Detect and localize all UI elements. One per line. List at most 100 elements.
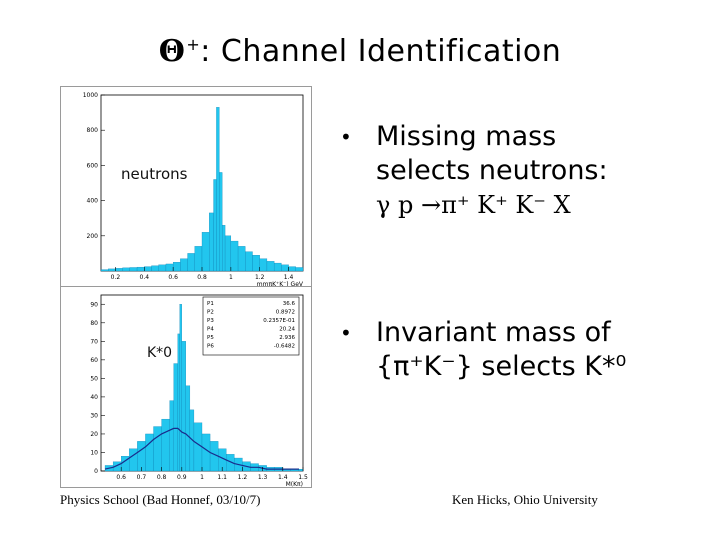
histogram-bar — [165, 263, 174, 272]
histogram-bar — [219, 172, 223, 272]
fit-param-name: P1 — [207, 301, 214, 307]
histogram-bar — [153, 426, 162, 472]
y-tick-label: 400 — [87, 198, 99, 205]
histogram-bar — [298, 468, 304, 472]
fit-param-name: P5 — [207, 335, 214, 341]
bullet1-line2: selects neutrons: — [376, 155, 608, 186]
neutron-missing-mass-histogram: 200 400 600 800 1000 0.2 0.4 0.6 0.8 1 1.2 1.4 mmπK⁺… — [60, 86, 312, 288]
fit-param-value: 0.8972 — [276, 310, 295, 316]
histogram-bar — [161, 418, 170, 472]
x-tick-label: 1.4 — [278, 474, 288, 481]
y-tick-label: 70 — [90, 338, 98, 345]
histogram-bar — [177, 333, 180, 472]
x-tick-label: 0.6 — [168, 274, 178, 281]
x-tick-label: 0.8 — [197, 274, 207, 281]
histogram-bar — [216, 107, 220, 272]
title-symbol: Θ — [158, 34, 186, 69]
y-tick-label: 80 — [90, 320, 98, 327]
neutron-histogram-plot: 200 400 600 800 1000 0.2 0.4 0.6 0.8 1 1.2 1.4mmπK⁺… — [83, 92, 304, 288]
fit-param-value: 0.2357E-01 — [263, 318, 295, 324]
histogram-bar — [201, 232, 210, 272]
histogram-bar — [295, 267, 304, 272]
histogram-bar — [180, 258, 188, 272]
title-superscript: + — [186, 35, 201, 54]
y-tick-label: 40 — [90, 394, 98, 401]
x-tick-label: 0.8 — [157, 474, 167, 481]
footer-left: Physics School (Bad Honnef, 03/10/7) — [60, 492, 261, 507]
histogram-bar — [194, 246, 203, 272]
histogram-bar — [259, 258, 268, 272]
histogram-bar — [136, 266, 145, 272]
y-tick-label: 200 — [87, 233, 99, 240]
y-tick-label: 600 — [87, 162, 99, 169]
histogram-bar — [179, 304, 182, 472]
y-tick-label: 50 — [90, 375, 98, 382]
histogram-bar — [213, 179, 217, 272]
title-text: : Channel Identification — [200, 34, 562, 69]
slide-title: Θ+: Channel Identification — [0, 34, 720, 69]
bullet1-line1: Missing mass — [376, 121, 557, 152]
y-tick-label: 90 — [90, 301, 98, 308]
fit-param-value: 36.6 — [283, 301, 296, 307]
fit-stats-box — [202, 296, 300, 356]
fit-param-value: 20.24 — [279, 327, 295, 333]
bullet2-line1: Invariant mass of — [376, 317, 611, 348]
fit-param-value: 2.936 — [279, 335, 295, 341]
kstar-histogram-plot: 0 10 20 30 40 50 60 70 80 90 0.6 0.7 0.8 0.9 1 1.1 1.2 1.… — [90, 294, 308, 488]
fit-curve — [104, 427, 299, 470]
bullet2-line2: {π⁺K⁻} selects K*⁰ — [376, 351, 627, 382]
histogram-bar — [273, 262, 282, 272]
histogram-bar — [224, 235, 232, 272]
bullet-invariant-mass: • Invariant mass of {π⁺K⁻} selects K*⁰ — [340, 316, 710, 384]
fit-param-name: P3 — [207, 318, 214, 324]
x-tick-label: 0.9 — [177, 474, 187, 481]
histogram-bar — [137, 441, 146, 472]
y-tick-label: 60 — [90, 357, 98, 364]
x-tick-label: 1.1 — [217, 474, 227, 481]
histogram-bar — [145, 433, 154, 472]
x-tick-label: 1 — [200, 474, 204, 481]
fit-param-name: P2 — [207, 310, 214, 316]
histogram-bar — [266, 261, 275, 272]
x-tick-label: 1.2 — [255, 274, 265, 281]
histogram-bar — [245, 251, 253, 272]
histogram-bar — [129, 267, 138, 272]
histogram-bar — [169, 400, 174, 472]
footer-right: Ken Hicks, Ohio University — [452, 492, 598, 507]
histogram-bar — [172, 262, 181, 272]
x-tick-label: 0.7 — [137, 474, 147, 481]
histogram-bar — [230, 240, 239, 272]
bullet-missing-mass: • Missing mass selects neutrons: γ p →π⁺… — [340, 120, 710, 222]
bullet-dot-icon: • — [340, 321, 352, 345]
histogram-bar — [281, 264, 289, 272]
histogram-bar — [158, 264, 167, 272]
histogram-bar — [187, 253, 195, 272]
histogram-bar — [181, 341, 186, 472]
x-tick-label: 0.2 — [111, 274, 121, 281]
x-axis-label: mmπK⁺K⁻) GeV — [257, 281, 304, 287]
histogram-bar — [237, 246, 246, 272]
y-tick-label: 800 — [87, 127, 99, 134]
y-tick-label: 10 — [90, 449, 98, 456]
histogram-bar — [185, 385, 191, 472]
histogram-bar — [173, 363, 178, 472]
histogram-bar — [122, 267, 131, 272]
x-tick-label: 1.2 — [238, 474, 248, 481]
x-tick-label: 1.3 — [258, 474, 268, 481]
x-tick-label: 0.4 — [140, 274, 150, 281]
histogram-bar — [252, 255, 260, 272]
x-tick-label: 1.5 — [298, 474, 308, 481]
channel-label: neutrons — [121, 165, 188, 183]
y-tick-label: 30 — [90, 412, 98, 419]
y-tick-label: 0 — [94, 468, 98, 475]
histogram-bar — [100, 269, 109, 272]
histogram-bar — [288, 266, 296, 272]
x-tick-label: 1.4 — [284, 274, 294, 281]
x-tick-label: 1 — [229, 274, 233, 281]
y-tick-label: 1000 — [83, 92, 98, 99]
histogram-bar — [115, 268, 123, 272]
histogram-bar — [193, 422, 203, 472]
histogram-bar — [108, 268, 116, 272]
histogram-bar — [144, 266, 152, 272]
y-tick-label: 20 — [90, 431, 98, 438]
